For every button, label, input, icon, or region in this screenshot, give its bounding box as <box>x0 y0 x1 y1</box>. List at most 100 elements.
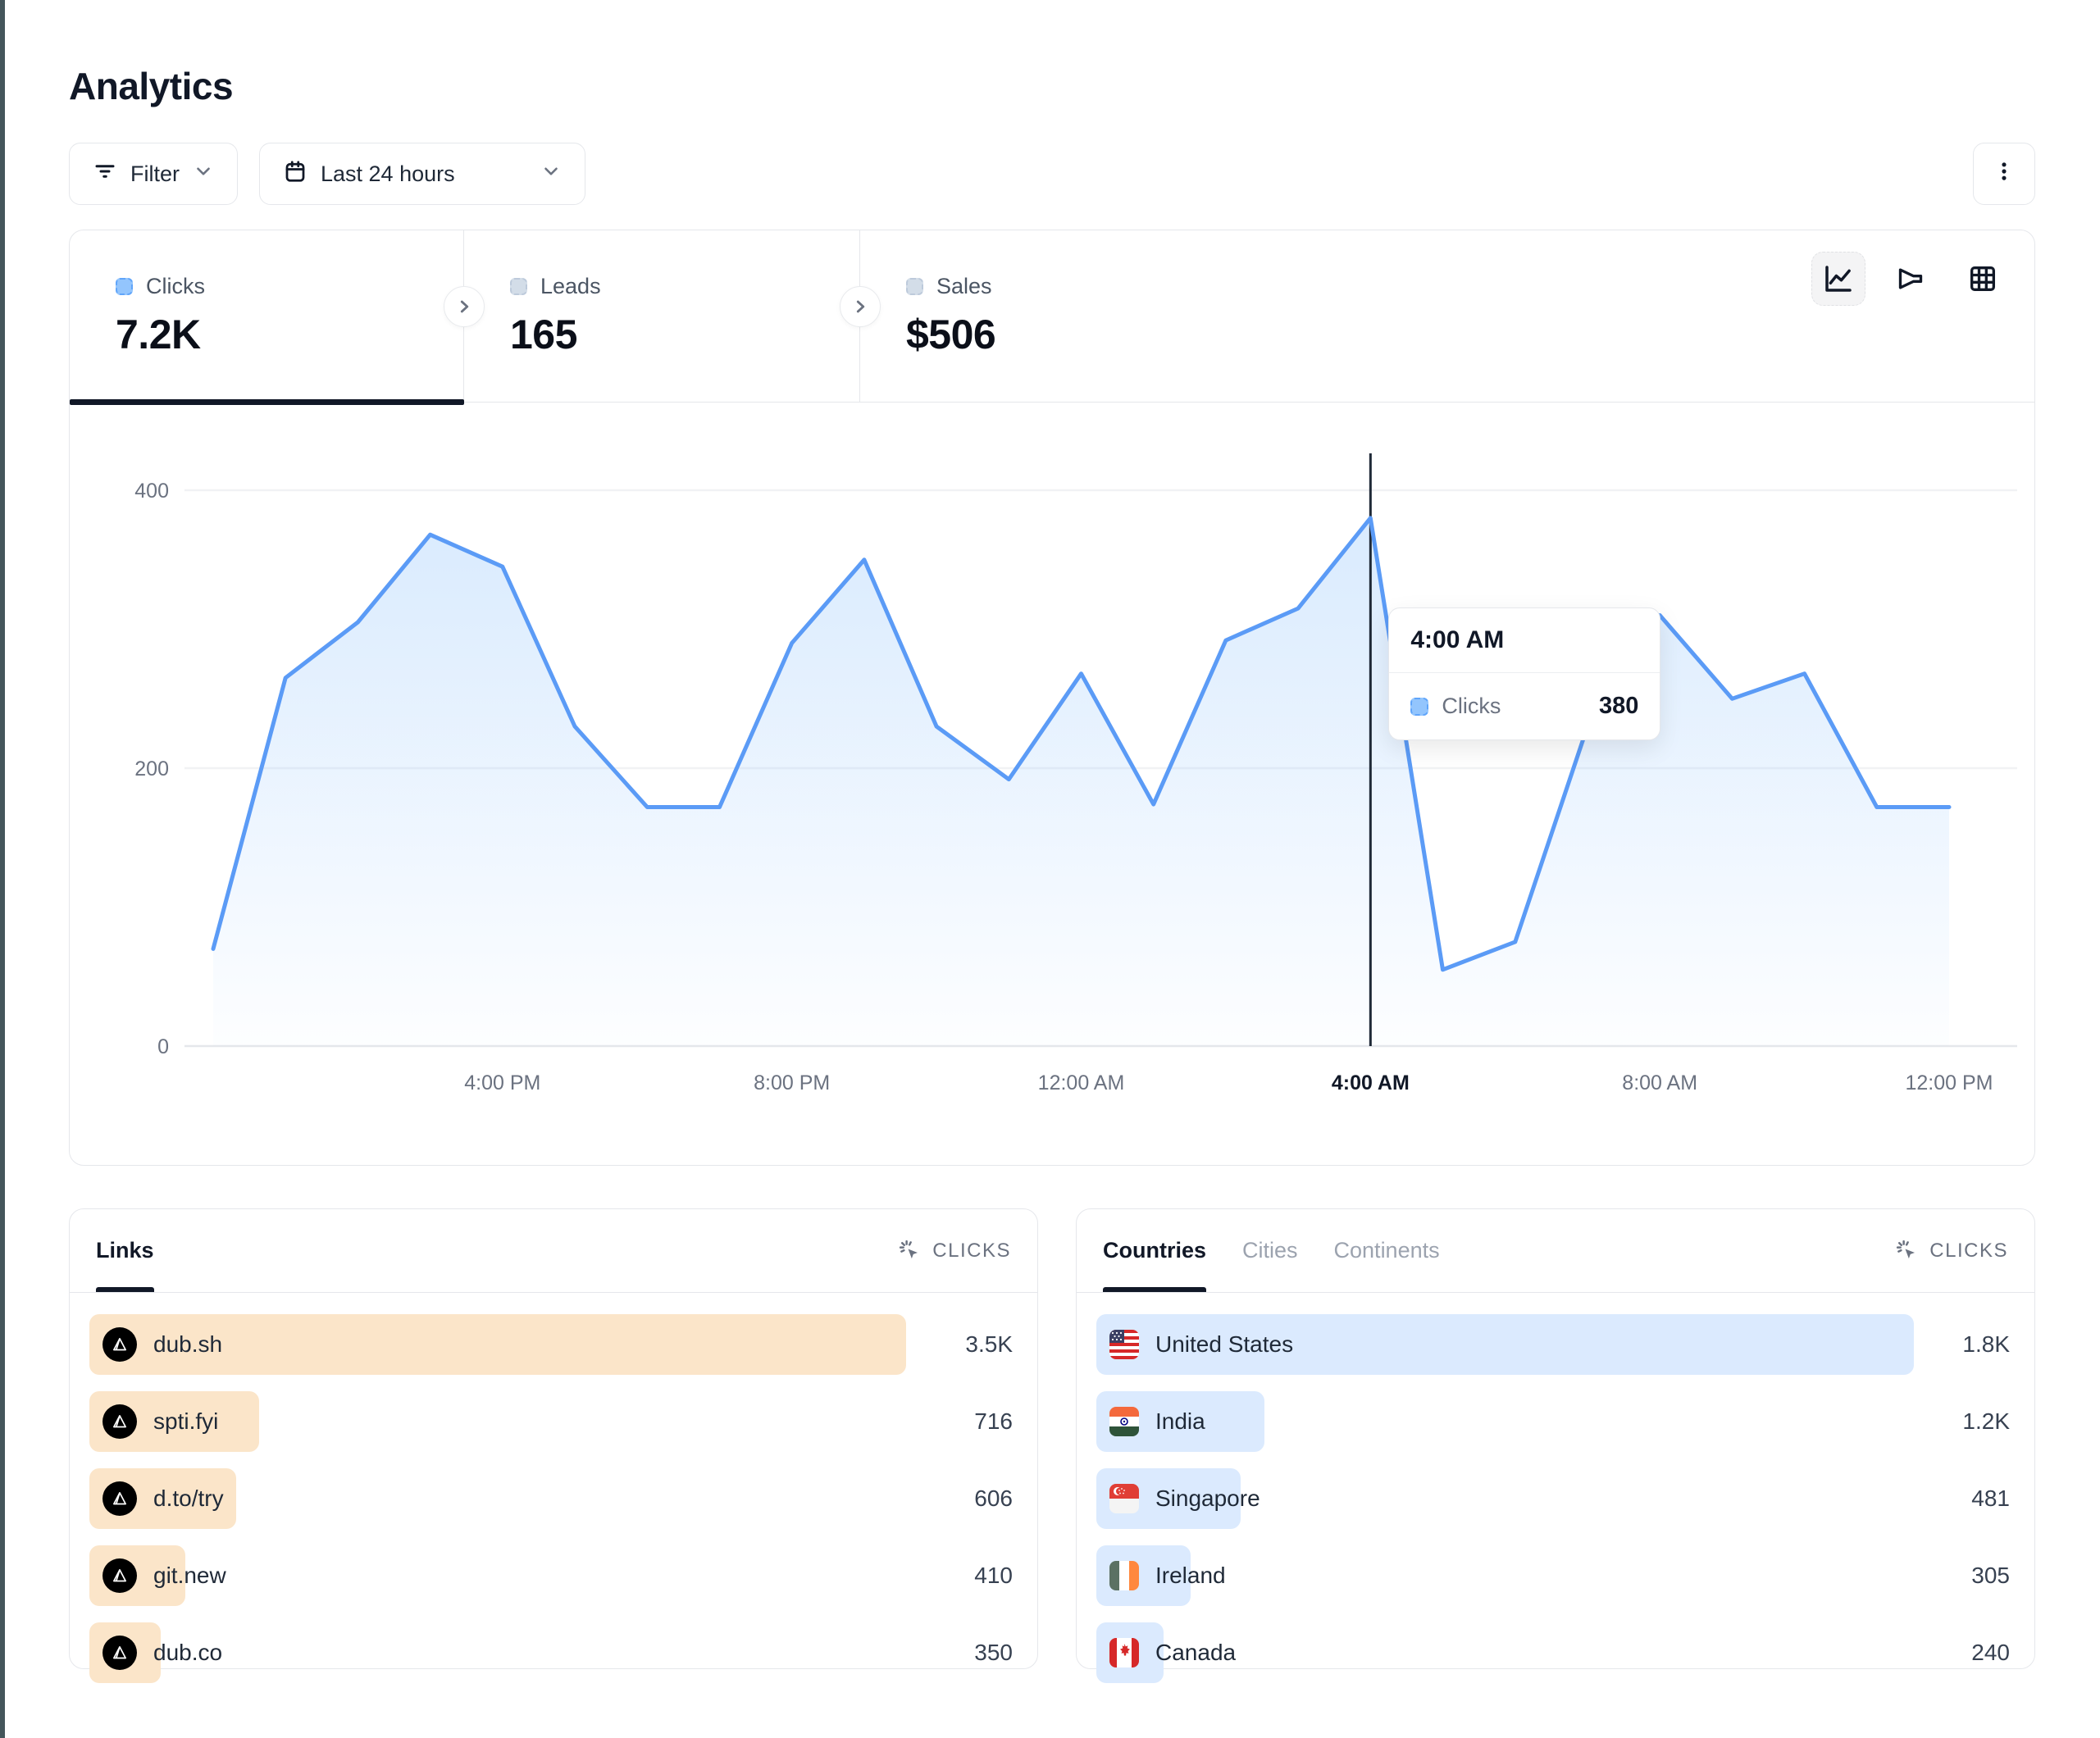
more-options-button[interactable] <box>1973 143 2035 205</box>
analytics-chart-card: Clicks 7.2K Leads 165 Sales $ <box>69 230 2035 1166</box>
clicks-count: 1.8K <box>1962 1331 2010 1357</box>
funnel-view-button[interactable] <box>1884 252 1938 306</box>
country-label: Canada <box>1155 1640 1237 1665</box>
countries-metric-label: CLICKS <box>1929 1239 2008 1262</box>
expand-clicks-button[interactable] <box>444 286 485 327</box>
tab-leads[interactable]: Leads 165 <box>464 230 860 402</box>
link-row[interactable]: git.new 410 <box>89 1545 1018 1606</box>
usage-bar <box>1096 1314 1914 1375</box>
line-chart-icon <box>1825 266 1852 292</box>
tab-countries[interactable]: Countries <box>1103 1209 1207 1292</box>
tab-links[interactable]: Links <box>96 1209 154 1292</box>
dub-logo-icon <box>102 1404 137 1439</box>
clicks-count: 410 <box>974 1563 1013 1588</box>
filter-lines-icon <box>93 159 117 189</box>
cursor-click-icon <box>900 1240 918 1258</box>
tooltip-series-marker <box>1410 697 1429 716</box>
line-chart-view-button[interactable] <box>1811 252 1865 306</box>
links-metric-label: CLICKS <box>932 1239 1011 1262</box>
leads-total-value: 165 <box>510 312 577 357</box>
link-row[interactable]: d.to/try 606 <box>89 1468 1018 1529</box>
clicks-timeseries-chart[interactable]: 0 200 400 4:00 PM 8:00 PM 12:00 AM 4:00 AM 8:00… <box>70 403 2034 1165</box>
ca-flag-icon <box>1109 1638 1139 1667</box>
usage-bar <box>89 1314 907 1375</box>
chevron-right-icon <box>856 300 865 313</box>
leads-series-marker <box>510 278 527 295</box>
link-label: git.new <box>153 1563 226 1588</box>
funnel-icon <box>1898 268 1923 289</box>
country-label: United States <box>1155 1331 1294 1357</box>
chevron-down-icon <box>540 161 562 188</box>
svg-text:8:00 AM: 8:00 AM <box>1622 1071 1697 1094</box>
tooltip-time: 4:00 AM <box>1389 608 1660 673</box>
tab-continents[interactable]: Continents <box>1333 1238 1440 1263</box>
active-tab-underline <box>70 399 464 405</box>
link-label: d.to/try <box>153 1485 224 1511</box>
countries-metric-selector[interactable]: CLICKS <box>1895 1209 2008 1292</box>
expand-leads-button[interactable] <box>840 286 881 327</box>
country-row[interactable]: Canada 240 <box>1096 1622 2015 1683</box>
link-row[interactable]: spti.fyi 716 <box>89 1391 1018 1452</box>
clicks-count: 3.5K <box>965 1331 1013 1357</box>
clicks-count: 350 <box>974 1640 1013 1665</box>
tooltip-series-label: Clicks <box>1442 694 1501 718</box>
stats-tabs: Clicks 7.2K Leads 165 Sales $ <box>70 230 2034 405</box>
clicks-count: 481 <box>1971 1485 2010 1511</box>
clicks-count: 716 <box>974 1408 1013 1434</box>
clicks-count: 240 <box>1971 1640 2010 1665</box>
link-label: dub.sh <box>153 1331 223 1357</box>
link-row[interactable]: dub.co 350 <box>89 1622 1018 1683</box>
us-flag-icon <box>1109 1330 1139 1359</box>
clicks-count: 305 <box>1971 1563 2010 1588</box>
clicks-series-marker <box>116 278 133 295</box>
area-chart-canvas: 0 200 400 4:00 PM 8:00 PM 12:00 AM 4:00 AM 8:00… <box>134 453 2017 1094</box>
ie-flag-icon <box>1109 1561 1139 1590</box>
country-row[interactable]: Singapore 481 <box>1096 1468 2015 1529</box>
sales-total-value: $506 <box>906 312 996 357</box>
svg-text:400: 400 <box>134 480 169 503</box>
sg-flag-icon <box>1109 1484 1139 1513</box>
cursor-click-icon <box>1897 1240 1916 1258</box>
clicks-total-value: 7.2K <box>116 312 201 357</box>
country-row[interactable]: India 1.2K <box>1096 1391 2015 1452</box>
links-metric-selector[interactable]: CLICKS <box>898 1209 1011 1292</box>
dub-logo-icon <box>102 1481 137 1516</box>
tab-clicks[interactable]: Clicks 7.2K <box>70 230 464 402</box>
filter-button[interactable]: Filter <box>69 143 238 205</box>
svg-text:8:00 PM: 8:00 PM <box>754 1071 830 1094</box>
tab-cities[interactable]: Cities <box>1242 1238 1298 1263</box>
page-left-accent <box>0 0 5 1738</box>
svg-text:0: 0 <box>157 1035 169 1058</box>
kebab-menu-icon <box>1993 160 2016 189</box>
clicks-count: 1.2K <box>1962 1408 2010 1434</box>
countries-panel: Countries Cities Continents CLICKS Unite… <box>1076 1208 2035 1683</box>
links-panel: Links CLICKS dub.sh 3.5K spti.fyi 716 d.to/t… <box>69 1208 1038 1683</box>
filter-button-label: Filter <box>130 161 180 186</box>
link-row[interactable]: dub.sh 3.5K <box>89 1314 1018 1375</box>
toolbar: Filter Last 24 hours <box>69 143 2035 205</box>
clicks-count: 606 <box>974 1485 1013 1511</box>
in-flag-icon <box>1109 1407 1139 1436</box>
tab-sales[interactable]: Sales $506 <box>860 230 2034 402</box>
dub-logo-icon <box>102 1636 137 1670</box>
svg-text:200: 200 <box>134 758 169 780</box>
svg-text:12:00 PM: 12:00 PM <box>1905 1071 1993 1094</box>
clicks-tab-label: Clicks <box>146 274 205 298</box>
date-range-label: Last 24 hours <box>321 161 455 186</box>
leads-tab-label: Leads <box>540 274 601 298</box>
chart-view-switcher <box>1811 252 2010 306</box>
svg-text:12:00 AM: 12:00 AM <box>1038 1071 1125 1094</box>
country-label: Singapore <box>1155 1485 1260 1511</box>
chart-tooltip: 4:00 AM Clicks 380 <box>1388 607 1661 740</box>
link-label: dub.co <box>153 1640 223 1665</box>
chevron-right-icon <box>460 300 469 313</box>
country-row[interactable]: United States 1.8K <box>1096 1314 2015 1375</box>
table-view-button[interactable] <box>1956 252 2010 306</box>
country-label: Ireland <box>1155 1563 1226 1588</box>
calendar-icon <box>283 159 307 189</box>
date-range-button[interactable]: Last 24 hours <box>259 143 585 205</box>
dub-logo-icon <box>102 1558 137 1593</box>
sales-series-marker <box>906 278 923 295</box>
country-row[interactable]: Ireland 305 <box>1096 1545 2015 1606</box>
